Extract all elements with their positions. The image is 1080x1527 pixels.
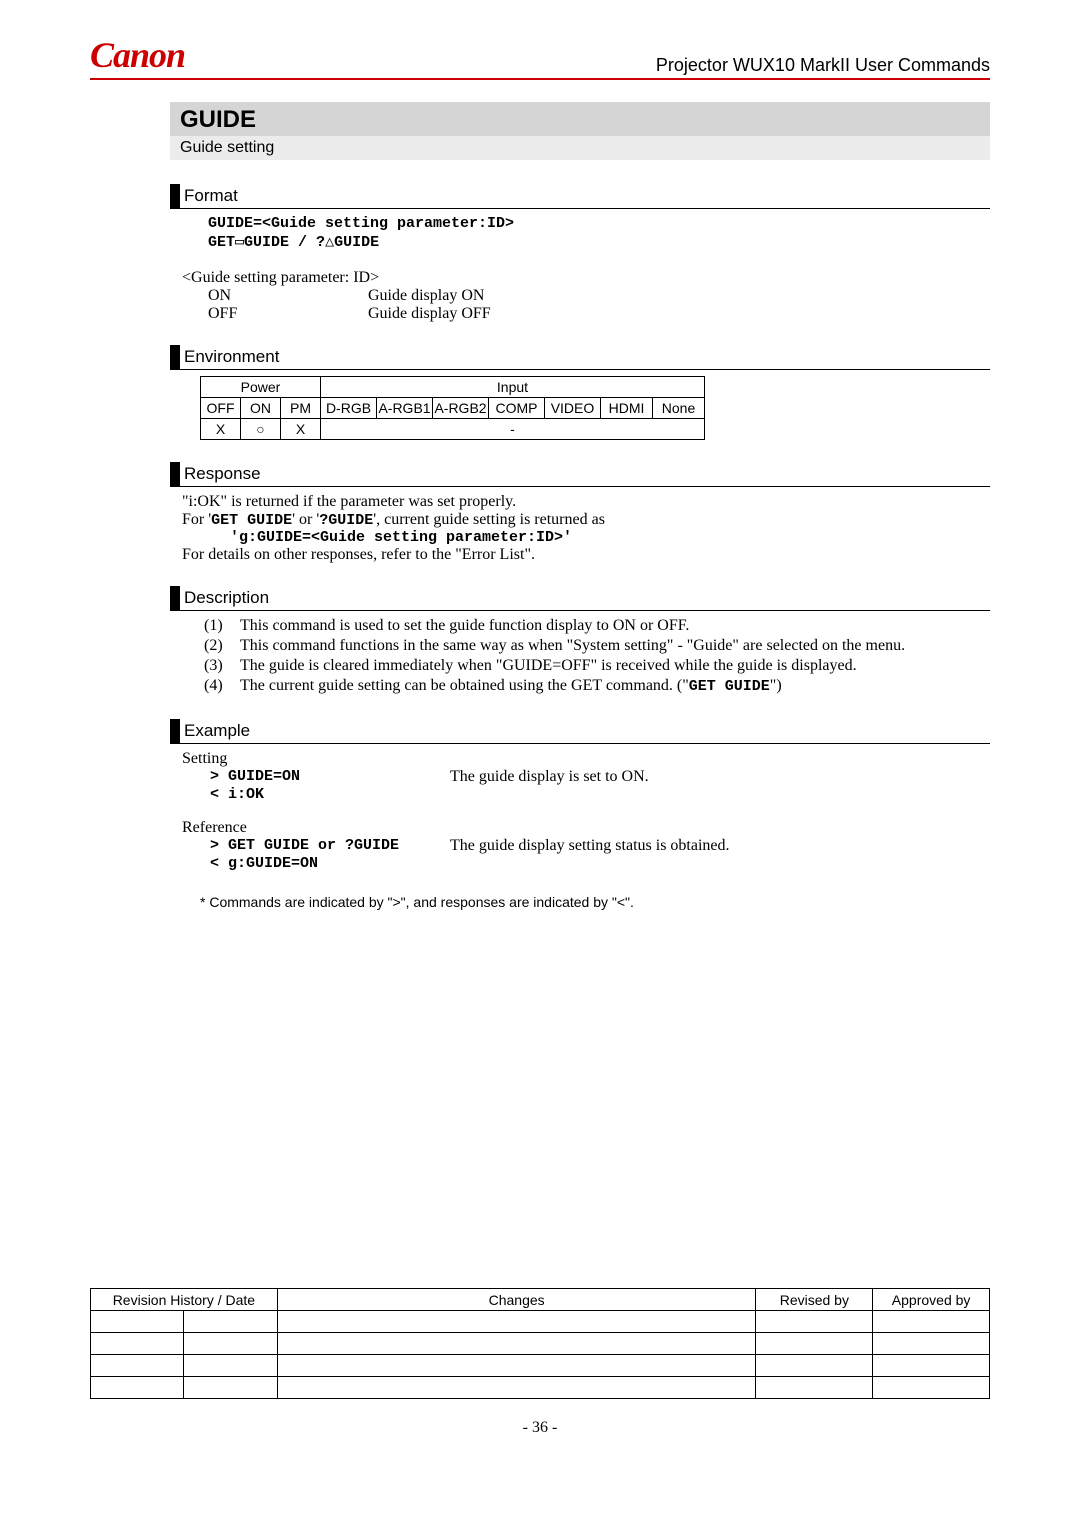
page-header: Canon Projector WUX10 MarkII User Comman… bbox=[90, 34, 990, 80]
env-col: A-RGB1 bbox=[377, 398, 433, 419]
format-token: GUIDE / ? bbox=[244, 234, 325, 251]
command-subtitle-bar: Guide setting bbox=[170, 136, 990, 160]
triangle-icon: △ bbox=[325, 234, 334, 251]
description-item: (2)This command functions in the same wa… bbox=[204, 637, 990, 655]
example-desc: The guide display is set to ON. bbox=[450, 768, 649, 786]
section-heading-text: Description bbox=[184, 586, 269, 610]
example-cmd: > GET GUIDE or ?GUIDE bbox=[210, 837, 450, 855]
environment-table-host: PowerInput OFFONPMD-RGBA-RGB1A-RGB2COMPVI… bbox=[170, 376, 990, 440]
section-heading-text: Format bbox=[184, 184, 238, 208]
env-col: D-RGB bbox=[321, 398, 377, 419]
rev-header: Approved by bbox=[873, 1289, 990, 1311]
command-subtitle: Guide setting bbox=[180, 139, 274, 156]
example-reference-label: Reference bbox=[182, 819, 990, 837]
doc-title: Projector WUX10 MarkII User Commands bbox=[656, 55, 990, 76]
example-setting-label: Setting bbox=[182, 750, 990, 768]
example-cmd: > GUIDE=ON bbox=[210, 768, 450, 786]
description-num: (1) bbox=[204, 617, 240, 635]
env-col: ON bbox=[241, 398, 281, 419]
env-cell: X bbox=[201, 419, 241, 440]
env-col: HDMI bbox=[601, 398, 653, 419]
param-desc: Guide display OFF bbox=[368, 305, 491, 323]
env-group-power: Power bbox=[201, 377, 321, 398]
example-cmd: < g:GUIDE=ON bbox=[210, 855, 450, 872]
format-token: GET bbox=[208, 234, 235, 251]
rev-row bbox=[91, 1333, 990, 1355]
rev-header: Changes bbox=[277, 1289, 756, 1311]
param-key: OFF bbox=[208, 305, 368, 323]
example-desc: The guide display setting status is obta… bbox=[450, 837, 730, 855]
rev-row bbox=[91, 1355, 990, 1377]
command-title: GUIDE bbox=[180, 106, 256, 133]
param-key: ON bbox=[208, 287, 368, 305]
env-cell: - bbox=[321, 419, 705, 440]
rev-row bbox=[91, 1311, 990, 1333]
env-group-input: Input bbox=[321, 377, 705, 398]
section-heading-response: Response bbox=[170, 462, 990, 487]
description-text: This command functions in the same way a… bbox=[240, 637, 990, 655]
description-num: (4) bbox=[204, 677, 240, 695]
section-heading-environment: Environment bbox=[170, 345, 990, 370]
format-token: GUIDE bbox=[334, 234, 379, 251]
commands-note: * Commands are indicated by ">", and res… bbox=[200, 894, 990, 910]
env-col: OFF bbox=[201, 398, 241, 419]
param-desc: Guide display ON bbox=[368, 287, 484, 305]
response-line: "i:OK" is returned if the parameter was … bbox=[182, 493, 990, 511]
description-text: The guide is cleared immediately when "G… bbox=[240, 657, 990, 675]
env-cell: X bbox=[281, 419, 321, 440]
env-cell: ○ bbox=[241, 419, 281, 440]
command-title-bar: GUIDE bbox=[170, 102, 990, 136]
example-cmd: < i:OK bbox=[210, 786, 450, 803]
description-item: (4)The current guide setting can be obta… bbox=[204, 677, 990, 695]
env-col: VIDEO bbox=[545, 398, 601, 419]
section-heading-example: Example bbox=[170, 719, 990, 744]
rev-header: Revision History / Date bbox=[91, 1289, 278, 1311]
param-row: OFFGuide display OFF bbox=[208, 305, 990, 323]
description-item: (1)This command is used to set the guide… bbox=[204, 617, 990, 635]
description-text: This command is used to set the guide fu… bbox=[240, 617, 990, 635]
description-num: (2) bbox=[204, 637, 240, 655]
section-heading-format: Format bbox=[170, 184, 990, 209]
format-syntax-line-1: GUIDE=<Guide setting parameter:ID> bbox=[208, 215, 990, 232]
section-heading-description: Description bbox=[170, 586, 990, 611]
env-col: None bbox=[653, 398, 705, 419]
page-number: - 36 - bbox=[0, 1419, 1080, 1437]
rev-row bbox=[91, 1377, 990, 1399]
response-line: For 'GET GUIDE' or '?GUIDE', current gui… bbox=[182, 511, 990, 529]
env-col: COMP bbox=[489, 398, 545, 419]
env-col: PM bbox=[281, 398, 321, 419]
format-syntax-line-2: GET▭GUIDE / ?△GUIDE bbox=[208, 232, 990, 251]
description-num: (3) bbox=[204, 657, 240, 675]
response-syntax: 'g:GUIDE=<Guide setting parameter:ID>' bbox=[230, 529, 990, 546]
response-line: For details on other responses, refer to… bbox=[182, 546, 990, 564]
brand-logo: Canon bbox=[90, 34, 185, 76]
param-row: ONGuide display ON bbox=[208, 287, 990, 305]
box-icon: ▭ bbox=[235, 234, 244, 251]
section-heading-text: Example bbox=[184, 719, 250, 743]
revision-history-table: Revision History / DateChangesRevised by… bbox=[90, 1288, 990, 1399]
description-item: (3)The guide is cleared immediately when… bbox=[204, 657, 990, 675]
section-heading-text: Response bbox=[184, 462, 261, 486]
description-text: The current guide setting can be obtaine… bbox=[240, 677, 990, 695]
env-col: A-RGB2 bbox=[433, 398, 489, 419]
rev-header: Revised by bbox=[756, 1289, 873, 1311]
environment-table: PowerInput OFFONPMD-RGBA-RGB1A-RGB2COMPVI… bbox=[200, 376, 705, 440]
section-heading-text: Environment bbox=[184, 345, 279, 369]
params-caption: <Guide setting parameter: ID> bbox=[182, 269, 990, 287]
